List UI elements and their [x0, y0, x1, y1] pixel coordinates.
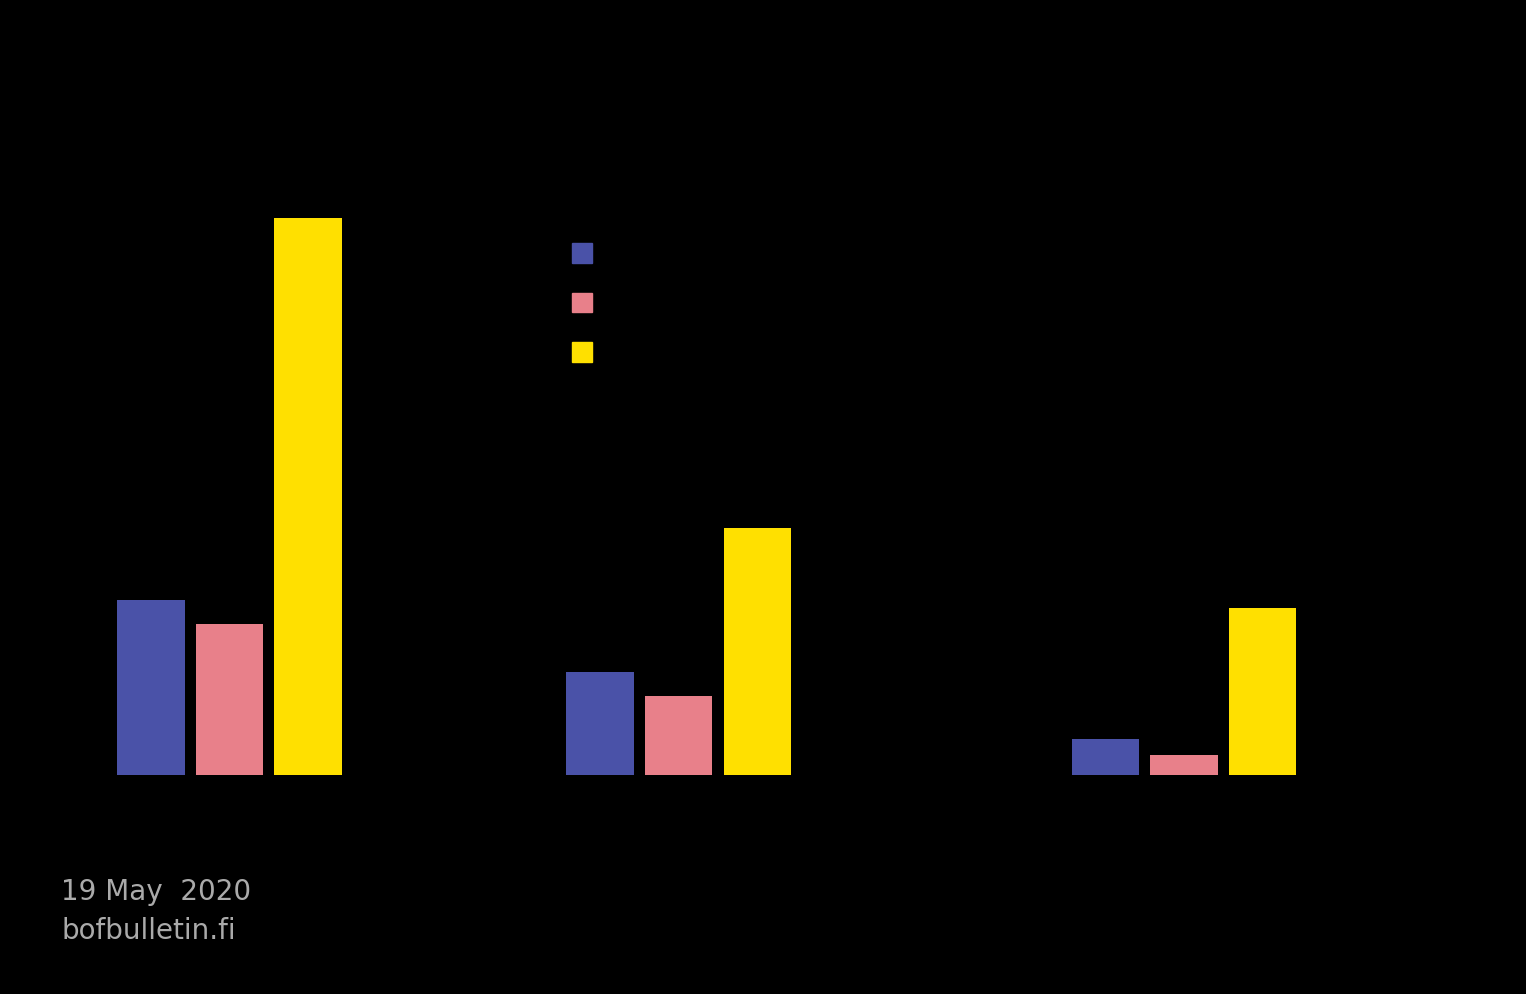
Bar	[645, 696, 713, 775]
Bar	[275, 219, 342, 775]
Bar	[118, 600, 185, 775]
Bar	[566, 672, 633, 775]
Bar	[195, 624, 262, 775]
Bar	[723, 529, 790, 775]
Bar	[1071, 740, 1140, 775]
Bar	[1228, 608, 1297, 775]
Bar	[1151, 755, 1218, 775]
Text: 19 May  2020
bofbulletin.fi: 19 May 2020 bofbulletin.fi	[61, 878, 252, 944]
